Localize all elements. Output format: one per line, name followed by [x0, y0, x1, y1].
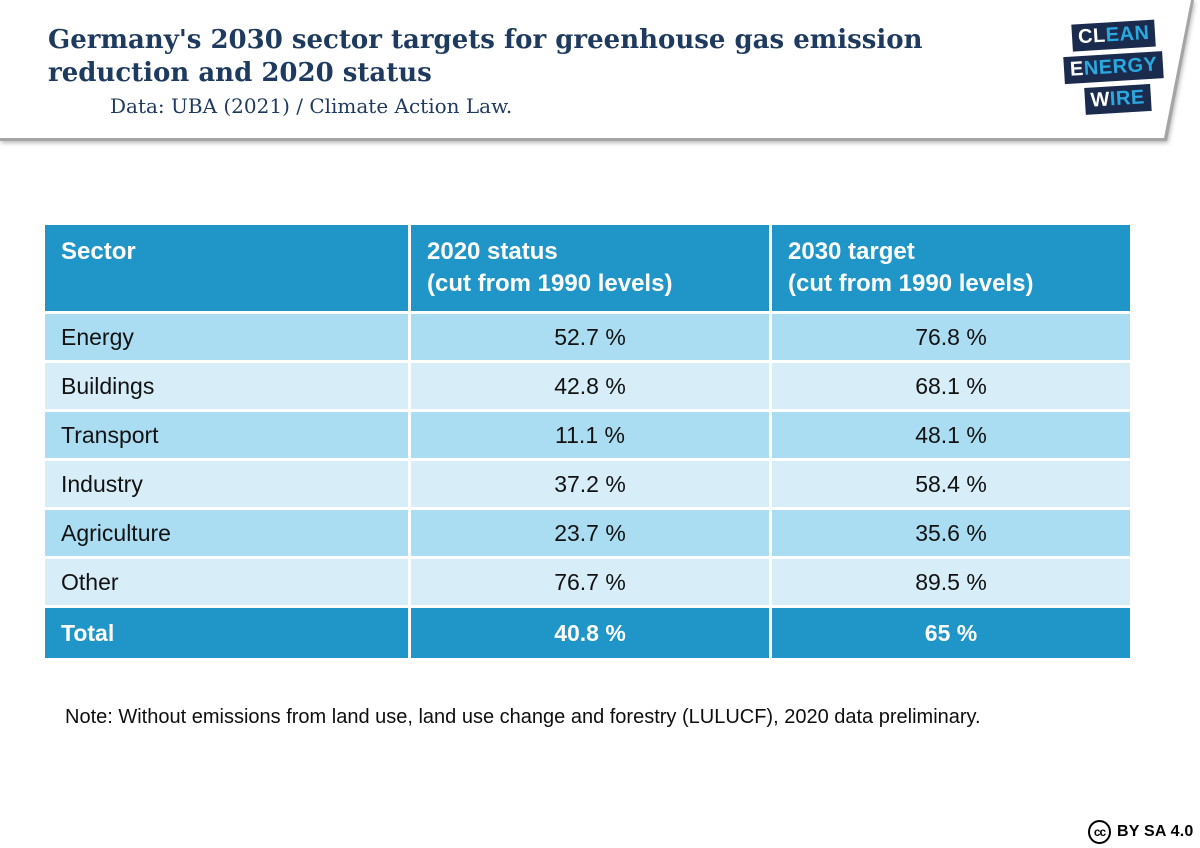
table-cell-total-label: Total — [45, 608, 408, 658]
table-cell-total-2020-status: 40.8 % — [411, 608, 769, 658]
table-cell-2020-status: 11.1 % — [411, 412, 769, 458]
clean-energy-wire-logo: CLEAN ENERGY WIRE — [1063, 19, 1168, 116]
table-cell-2030-target: 58.4 % — [772, 461, 1130, 507]
column-header-sublabel: (cut from 1990 levels) — [427, 270, 673, 297]
logo-letters-blue: NERGY — [1083, 53, 1159, 80]
cc-icon: cc — [1088, 820, 1111, 844]
table-cell-2030-target: 68.1 % — [772, 363, 1130, 409]
table-cell-2020-status: 42.8 % — [411, 363, 769, 409]
logo-line-wire: WIRE — [1083, 83, 1152, 115]
column-header-label: 2030 target — [788, 238, 915, 265]
page-title: Germany's 2030 sector targets for greenh… — [48, 25, 923, 88]
column-header-2020-status: 2020 status (cut from 1990 levels) — [411, 225, 769, 311]
table-cell-sector: Other — [45, 559, 408, 605]
table-cell-2020-status: 52.7 % — [411, 314, 769, 360]
banner-background — [0, 0, 1191, 138]
table-cell-sector: Agriculture — [45, 510, 408, 556]
table-cell-2030-target: 76.8 % — [772, 314, 1130, 360]
table-cell-2030-target: 35.6 % — [772, 510, 1130, 556]
logo-letters-white: E — [1069, 57, 1085, 81]
table-cell-sector: Buildings — [45, 363, 408, 409]
column-header-2030-target: 2030 target (cut from 1990 levels) — [772, 225, 1130, 311]
table-cell-2020-status: 37.2 % — [411, 461, 769, 507]
logo-letters-blue: EAN — [1105, 21, 1151, 47]
column-header-label: Sector — [61, 238, 136, 265]
license-label: BY SA 4.0 — [1117, 823, 1194, 840]
column-header-label: 2020 status — [427, 238, 558, 265]
table-cell-2030-target: 48.1 % — [772, 412, 1130, 458]
table-cell-total-2030-target: 65 % — [772, 608, 1130, 658]
logo-letters-blue: IRE — [1109, 86, 1146, 111]
table-cell-2020-status: 76.7 % — [411, 559, 769, 605]
table-cell-2020-status: 23.7 % — [411, 510, 769, 556]
license-badge: cc BY SA 4.0 — [1088, 820, 1194, 844]
emissions-table: Sector 2020 status (cut from 1990 levels… — [45, 225, 1130, 658]
logo-letters-white: W — [1089, 88, 1111, 112]
table-cell-sector: Industry — [45, 461, 408, 507]
data-source: Data: UBA (2021) / Climate Action Law. — [110, 94, 513, 118]
table-cell-sector: Energy — [45, 314, 408, 360]
header-banner: Germany's 2030 sector targets for greenh… — [0, 0, 1200, 142]
logo-line-energy: ENERGY — [1063, 51, 1165, 85]
table-cell-sector: Transport — [45, 412, 408, 458]
logo-line-clean: CLEAN — [1071, 19, 1157, 52]
column-header-sector: Sector — [45, 225, 408, 311]
table-cell-2030-target: 89.5 % — [772, 559, 1130, 605]
footnote: Note: Without emissions from land use, l… — [65, 706, 981, 728]
logo-letters-white: CL — [1077, 24, 1107, 49]
column-header-sublabel: (cut from 1990 levels) — [788, 270, 1034, 297]
